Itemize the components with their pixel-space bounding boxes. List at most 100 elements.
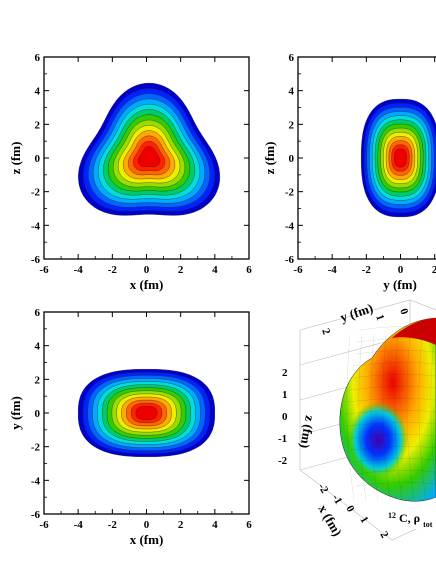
y-axis-label: y (fm) <box>8 396 23 430</box>
x-tick-label: -2 <box>362 264 372 276</box>
axis-ticks: -6 -4 -2 0 2 6 4 2 0 -2 -4 -6 <box>285 52 436 276</box>
y-axis-label: z (fm) <box>8 142 23 175</box>
mesh-line <box>358 326 436 331</box>
y-tick-label: -6 <box>285 254 295 266</box>
contour-panel-xy: -6 -4 -2 0 2 4 6 6 4 2 0 -2 -4 -6 x (fm) y (fm) <box>8 307 252 547</box>
mesh-line <box>350 446 436 451</box>
3d-axis-ticks: 2 1 0 -1 -2 2 1 0 -2 -1 0 1 2 <box>278 307 411 541</box>
svg-text:12 C, ρ tot: 12 C, ρ tot <box>388 511 433 529</box>
x-tick-label: -4 <box>74 264 84 276</box>
y-tick-label: 0 <box>35 408 41 420</box>
y-tick-label: 0 <box>35 153 41 165</box>
y-tick-label: -2 <box>31 187 41 199</box>
annotation-sub: tot <box>423 520 433 529</box>
x-axis-label: y (fm) <box>383 277 417 292</box>
x-tick-label: -2 <box>108 519 118 531</box>
x-tick: 2 <box>377 530 390 541</box>
y-tick-label: 4 <box>35 86 41 98</box>
mesh-line <box>354 350 436 355</box>
mesh-line <box>350 374 436 379</box>
axis-ticks: -6 -4 -2 0 2 4 6 6 4 2 0 -2 -4 -6 <box>31 307 252 531</box>
contour-level <box>137 146 161 168</box>
mesh-line <box>356 338 436 343</box>
y-axis-label-3d: y (fm) <box>338 300 375 325</box>
y-tick-label: 2 <box>35 374 41 386</box>
mesh-line <box>346 422 436 427</box>
x-tick: -1 <box>329 493 344 507</box>
surface-3d-panel: 2 1 0 -1 -2 2 1 0 -2 -1 0 1 2 y (fm) z (… <box>278 299 436 541</box>
mesh-line <box>418 334 427 501</box>
y-tick-label: -2 <box>31 442 41 454</box>
x-tick-label: 0 <box>398 264 404 276</box>
z-axis-label-3d: z (fm) <box>297 414 317 449</box>
z-tick: 1 <box>282 389 288 401</box>
x-tick: 0 <box>343 504 356 515</box>
y-tick-label: 6 <box>35 307 41 319</box>
mesh-line <box>348 386 436 391</box>
x-tick-label: 2 <box>178 519 184 531</box>
contour-fill-yz <box>361 98 436 218</box>
x-tick-label: 6 <box>246 519 252 531</box>
y-tick-label: -6 <box>31 254 41 266</box>
mesh-line <box>358 334 367 501</box>
x-axis-label: x (fm) <box>130 277 164 292</box>
mesh-line <box>406 334 415 501</box>
x-tick-label: 0 <box>144 519 150 531</box>
mesh-line <box>382 334 391 501</box>
mesh-line <box>346 398 436 403</box>
y-tick: 2 <box>319 327 332 337</box>
y-tick-label: -4 <box>31 475 41 487</box>
y-tick: 0 <box>397 307 410 317</box>
y-tick-label: 2 <box>35 119 41 131</box>
y-tick-label: 2 <box>289 119 295 131</box>
y-tick: 1 <box>373 313 386 322</box>
mesh-line <box>394 334 403 501</box>
y-tick-label: -4 <box>31 220 41 232</box>
x-tick-label: 0 <box>144 264 150 276</box>
y-tick-label: 6 <box>289 52 295 64</box>
mesh-line <box>352 458 436 463</box>
x-tick-label: 4 <box>212 519 218 531</box>
x-tick-label: -4 <box>74 519 84 531</box>
mesh-line <box>346 334 355 501</box>
contour-panel-xz: -6 -4 -2 0 2 4 6 6 4 2 0 -2 -4 -6 x (fm) z (fm) <box>8 52 252 292</box>
contour-level <box>394 148 407 168</box>
y-tick-label: -4 <box>285 220 295 232</box>
mesh-line <box>356 482 436 487</box>
annotation-isotope: 12 <box>388 511 396 520</box>
y-tick-label: 6 <box>35 52 41 64</box>
x-tick-label: 4 <box>212 264 218 276</box>
contour-fill-xz <box>78 82 220 216</box>
x-tick-label: -6 <box>39 264 49 276</box>
surface-mesh <box>344 326 436 501</box>
z-tick: 2 <box>282 367 288 379</box>
annotation-text: C, ρ <box>399 511 420 525</box>
y-tick-label: -2 <box>285 187 295 199</box>
x-axis-label-3d: x (fm) <box>315 502 345 539</box>
y-tick-label: 4 <box>35 341 41 353</box>
mesh-line <box>352 362 436 367</box>
x-tick-label: 6 <box>246 264 252 276</box>
surface-blob <box>339 317 436 502</box>
contour-fill-xy <box>78 369 215 457</box>
contour-level <box>135 406 158 420</box>
y-tick-label: 0 <box>289 153 295 165</box>
x-tick-label: -4 <box>328 264 338 276</box>
x-tick-label: -6 <box>39 519 49 531</box>
z-tick: -2 <box>278 455 288 467</box>
mesh-line <box>354 470 436 475</box>
y-axis-label: z (fm) <box>262 142 277 175</box>
y-tick-label: 4 <box>289 86 295 98</box>
axis-ticks: -6 -4 -2 0 2 4 6 6 4 2 0 -2 -4 -6 <box>31 52 252 276</box>
y-tick-label: -6 <box>31 509 41 521</box>
x-tick-label: -2 <box>108 264 118 276</box>
mesh-line <box>348 434 436 439</box>
z-tick: -1 <box>278 433 287 445</box>
annotation-box: 12 C, ρ tot <box>384 505 436 529</box>
x-tick-label: -6 <box>293 264 303 276</box>
mesh-line <box>370 334 379 501</box>
x-tick-label: 2 <box>432 264 436 276</box>
contour-panel-yz: -6 -4 -2 0 2 6 4 2 0 -2 -4 -6 y (fm) z (fm) <box>262 52 436 292</box>
x-axis-label: x (fm) <box>130 532 164 547</box>
